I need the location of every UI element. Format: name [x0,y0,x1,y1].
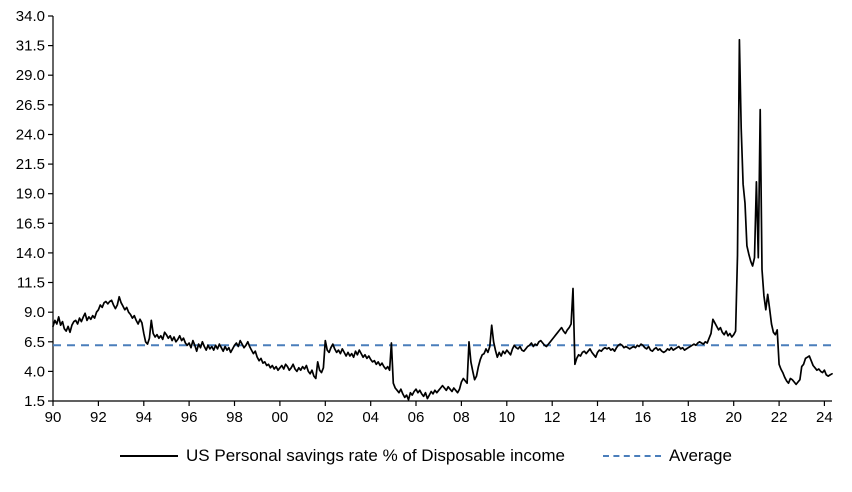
svg-text:00: 00 [272,409,289,426]
savings-rate-plot-area: 1.5 4.0 6.5 9.0 11.5 14.0 16.5 19.0 21.5 24.0 26.5… [16,8,833,426]
svg-text:94: 94 [135,409,152,426]
svg-text:04: 04 [362,409,379,426]
svg-text:21.5: 21.5 [16,156,45,173]
svg-text:26.5: 26.5 [16,97,45,114]
svg-text:6.5: 6.5 [24,334,45,351]
svg-text:31.5: 31.5 [16,38,45,55]
svg-text:92: 92 [90,409,107,426]
svg-text:22: 22 [771,409,788,426]
svg-text:02: 02 [317,409,334,426]
svg-text:9.0: 9.0 [24,304,45,321]
svg-text:18: 18 [680,409,697,426]
svg-text:10: 10 [498,409,515,426]
svg-text:16.5: 16.5 [16,215,45,232]
svg-text:24: 24 [816,409,833,426]
svg-text:1.5: 1.5 [24,393,45,410]
legend-savings-rate-label: US Personal savings rate % of Disposable… [186,446,565,465]
svg-text:29.0: 29.0 [16,67,45,84]
svg-text:96: 96 [181,409,198,426]
svg-text:14.0: 14.0 [16,245,45,262]
legend-average-label: Average [668,446,732,465]
svg-text:16: 16 [635,409,652,426]
legend-item-average: Average [602,446,732,466]
svg-text:14: 14 [589,409,606,426]
chart-legend: US Personal savings rate % of Disposable… [0,446,852,466]
svg-text:06: 06 [408,409,425,426]
svg-text:90: 90 [45,409,62,426]
svg-text:08: 08 [453,409,470,426]
svg-text:11.5: 11.5 [17,275,45,292]
legend-item-savings-rate: US Personal savings rate % of Disposable… [120,446,565,466]
svg-text:4.0: 4.0 [24,363,45,380]
svg-text:20: 20 [725,409,742,426]
svg-text:98: 98 [226,409,243,426]
svg-text:34.0: 34.0 [16,8,45,25]
dashed-line-swatch-icon [602,455,661,457]
svg-text:24.0: 24.0 [16,127,45,144]
svg-text:12: 12 [544,409,561,426]
solid-line-swatch-icon [120,455,179,457]
svg-text:19.0: 19.0 [16,186,45,203]
